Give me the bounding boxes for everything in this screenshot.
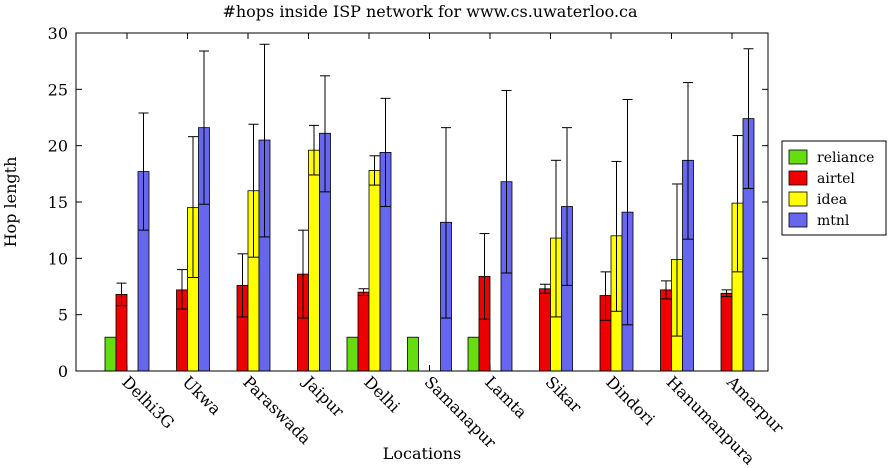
legend-label: airtel [817,171,855,187]
x-tick-label: Dindori [602,372,658,428]
legend: reliance airtel idea mtnl [781,140,887,236]
chart-title: #hops inside ISP network for www.cs.uwat… [222,2,638,21]
bar-reliance [407,336,419,372]
legend-swatch-mtnl [788,212,808,228]
x-tick-label: Ukwa [179,372,226,419]
y-axis-label: Hop length [1,157,20,248]
legend-swatch-idea [788,191,808,207]
legend-swatch-airtel [788,170,808,186]
y-tick-label: 30 [48,24,68,43]
bar-airtel [357,291,370,372]
x-tick-label: Sikar [542,372,586,416]
bar-airtel [720,292,733,372]
y-tick-label: 15 [48,193,68,212]
y-tick-label: 5 [58,306,68,325]
plot-frame [75,32,769,372]
error-bars [116,43,754,337]
x-tick-label: Lamta [481,372,531,422]
x-tick-label: Delhi [360,372,404,416]
bar-idea [368,170,381,372]
legend-label: idea [817,192,847,208]
x-axis-label: Locations [383,444,461,463]
legend-label: reliance [817,150,874,166]
legend-swatch-reliance [788,149,808,165]
legend-label: mtnl [817,213,850,229]
y-tick-label: 10 [48,249,68,268]
bar-reliance [467,336,480,372]
y-tick-label: 20 [48,137,68,156]
bar-airtel [660,289,672,372]
bars [104,118,755,372]
bar-airtel [539,288,551,372]
y-axis: 0 5 10 15 20 25 30 [48,24,768,381]
x-tick-label: Delhi3G [118,372,178,432]
x-tick-label: Jaipur [298,371,348,421]
bar-idea [308,149,320,372]
bar-reliance [346,336,359,372]
bar-reliance [104,336,117,372]
y-tick-label: 25 [48,80,68,99]
y-tick-label: 0 [58,362,68,381]
